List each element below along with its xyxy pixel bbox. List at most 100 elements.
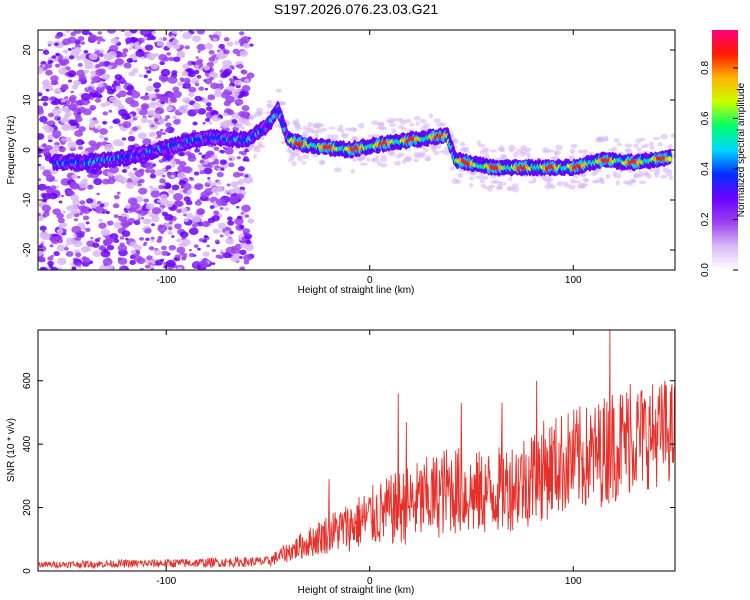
noise-cell [148,133,154,137]
noise-cell [166,92,175,99]
halo-cell [635,138,642,144]
noise-cell [172,115,177,120]
noise-cell [212,228,220,234]
noise-cell [144,66,149,70]
noise-cell [240,211,244,215]
noise-cell [145,203,155,210]
noise-cell [197,108,207,115]
halo-cell [389,122,397,127]
spectrogram-ytick-label: 0 [22,147,33,153]
halo-cell [333,167,342,173]
halo-cell [648,141,654,146]
noise-cell [72,239,83,248]
noise-cell [167,188,175,194]
noise-cell [104,243,108,246]
snr-xtick-label: 100 [565,576,582,587]
noise-cell [47,256,54,261]
noise-cell [196,30,205,35]
snr-xlabel: Height of straight line (km) [298,585,415,596]
noise-cell [58,223,66,230]
noise-cell [114,74,123,81]
noise-cell [207,217,216,224]
noise-cell [108,44,119,53]
noise-cell [100,228,111,237]
noise-cell [223,49,230,55]
noise-cell [143,211,148,215]
halo-cell [526,152,531,159]
noise-cell [68,103,78,111]
noise-cell [113,194,120,200]
noise-cell [155,259,163,266]
noise-cell [63,113,70,119]
noise-cell [99,246,105,250]
noise-cell [137,132,147,140]
noise-cell [165,41,175,48]
noise-cell [159,178,166,184]
noise-cell [146,69,152,74]
noise-cell [188,248,193,252]
noise-cell [155,130,163,136]
halo-cell [391,128,397,134]
noise-cell [97,41,101,45]
snr-series-line [38,330,675,570]
noise-cell [137,48,143,53]
noise-cell [60,83,69,90]
noise-cell [90,143,100,151]
noise-cell [102,258,113,266]
noise-cell [45,79,49,82]
noise-cell [216,52,226,60]
noise-cell [238,225,244,229]
halo-cell [359,155,367,160]
noise-cell [49,236,54,241]
halo-cell [423,123,430,129]
noise-cell [121,137,127,141]
noise-cell [139,236,145,241]
noise-cell [220,167,225,171]
noise-cell [194,82,200,87]
halo-cell [352,136,358,140]
noise-cell [192,121,198,126]
noise-cell [171,235,175,238]
noise-cell [150,124,155,128]
noise-cell [70,90,74,94]
noise-cell [159,198,169,205]
halo-cell [667,144,673,150]
noise-cell [113,221,123,229]
colorbar-tick-label: 0.6 [700,111,711,125]
noise-cell [213,146,220,151]
noise-cell [96,192,100,196]
noise-cell [99,203,105,208]
noise-cell [216,181,222,185]
noise-cell [41,143,47,148]
halo-cell [306,127,314,134]
noise-cell [179,77,185,81]
noise-cell [61,210,66,214]
noise-cell [193,244,199,249]
halo-cell [483,149,489,155]
noise-cell [117,244,128,252]
noise-cell [159,61,165,66]
noise-cell [239,31,245,36]
halo-cell [498,147,505,152]
noise-cell [98,222,107,229]
halo-cell [292,122,301,126]
noise-cell [193,108,200,114]
halo-cell [553,150,562,155]
noise-cell [188,252,195,258]
noise-cell [151,223,155,227]
halo-cell [542,149,550,154]
noise-cell [61,123,71,132]
halo-cell [481,174,489,181]
noise-cell [104,101,111,107]
noise-cell [65,250,74,257]
noise-cell [239,50,249,57]
halo-cell [371,157,376,162]
noise-cell [161,174,166,178]
noise-cell [234,217,244,225]
noise-cell [69,182,80,190]
noise-cell [188,92,195,97]
noise-cell [182,82,191,89]
noise-cell [107,30,116,34]
noise-cell [172,90,182,99]
halo-cell [366,158,371,162]
